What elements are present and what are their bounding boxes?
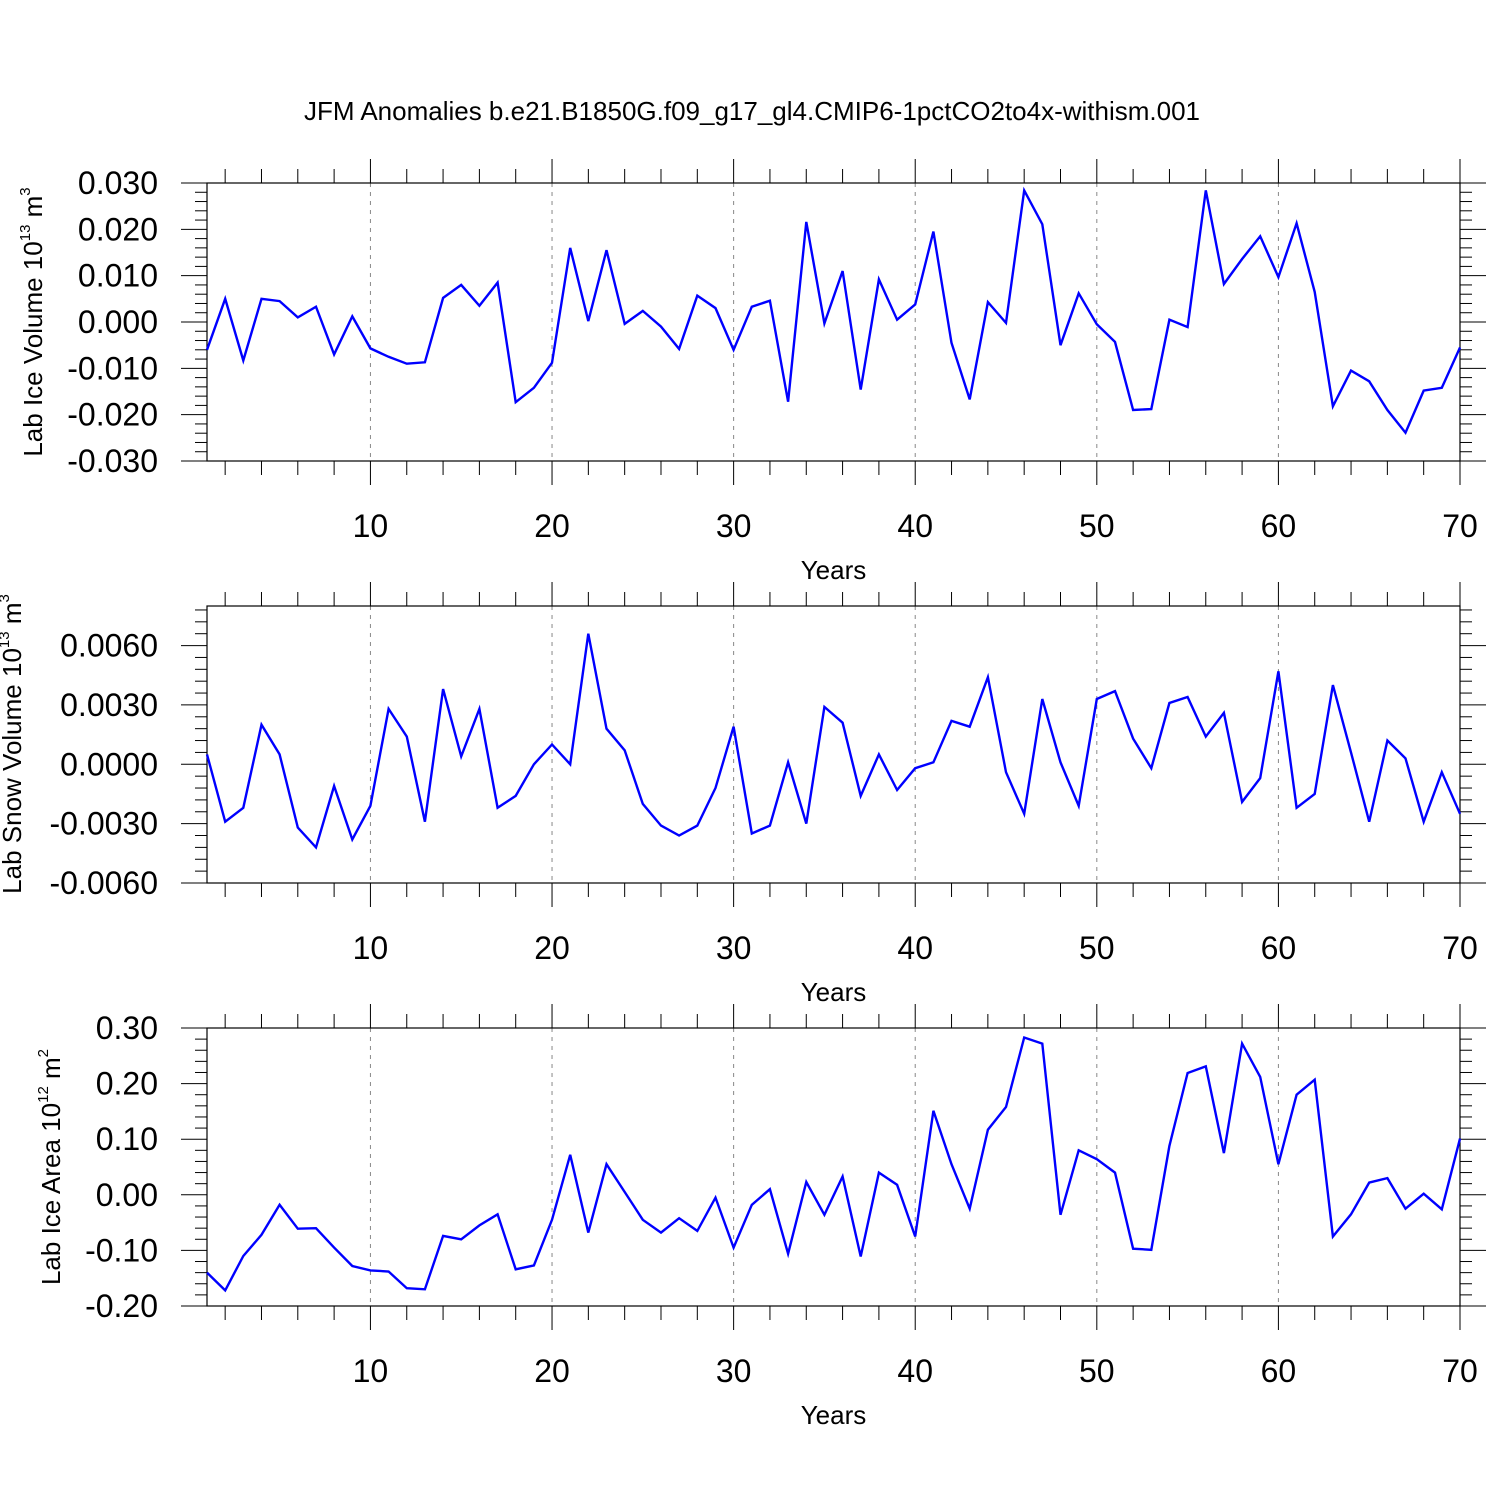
panel-lab-ice-volume: 10 20 30 40 50 60 70 -0.030 -0.020 -0.010 0.000 0.0… [17, 159, 1486, 585]
x-tick-label: 30 [716, 1353, 752, 1389]
x-tick-label: 50 [1079, 1353, 1115, 1389]
y-axis-label-part: 13 [17, 225, 34, 242]
y-tick-label: 0.000 [78, 304, 158, 340]
y-axis-label-part: m [36, 1057, 66, 1086]
y-tick-label: 0.00 [96, 1177, 158, 1213]
y-axis-label-part: 3 [17, 187, 34, 195]
x-tick-label: 70 [1442, 1353, 1478, 1389]
x-tick-label: 10 [353, 1353, 389, 1389]
figure-title: JFM Anomalies b.e21.B1850G.f09_g17_gl4.C… [304, 96, 1200, 126]
series-line [206, 1035, 1462, 1293]
x-tick-label: 60 [1261, 1353, 1297, 1389]
plot-frame [206, 605, 1461, 884]
x-tick-label: 70 [1442, 508, 1478, 544]
x-tick-label: 40 [897, 930, 933, 966]
y-tick-label: -0.0030 [49, 806, 158, 842]
y-axis-label: Lab Ice Volume 1013 m3 [17, 187, 48, 456]
x-tick-label: 30 [716, 930, 752, 966]
y-tick-label: 0.0000 [60, 746, 158, 782]
x-tick-label: 30 [716, 508, 752, 544]
y-tick-label: -0.0060 [49, 865, 158, 901]
y-tick-label: 0.0060 [60, 628, 158, 664]
panel-lab-snow-volume: 10 20 30 40 50 60 70 -0.0060 -0.0030 0.0000 0.0030… [0, 582, 1486, 1007]
x-axis-label: Years [801, 1400, 867, 1430]
x-tick-label: 10 [353, 508, 389, 544]
y-axis-label-part: m [0, 603, 27, 632]
x-tick-label: 50 [1079, 930, 1115, 966]
y-axis-label-part: Lab Snow Volume 10 [0, 648, 27, 894]
x-tick-label: 60 [1261, 930, 1297, 966]
y-axis-label-part: Lab Ice Area 10 [36, 1103, 66, 1285]
x-axis-label: Years [801, 555, 867, 585]
x-tick-label: 40 [897, 1353, 933, 1389]
y-axis-label: Lab Ice Area 1012 m2 [35, 1049, 66, 1285]
y-tick-label: 0.10 [96, 1121, 158, 1157]
x-tick-label: 20 [534, 930, 570, 966]
y-axis-label-part: Lab Ice Volume 10 [18, 241, 48, 456]
x-tick-label: 70 [1442, 930, 1478, 966]
y-axis-label-part: 12 [35, 1086, 52, 1103]
x-tick-label: 10 [353, 930, 389, 966]
plot-frame [206, 1027, 1461, 1307]
y-tick-label: -0.020 [67, 397, 158, 433]
x-axis-label: Years [801, 977, 867, 1007]
x-tick-label: 40 [897, 508, 933, 544]
x-tick-label: 50 [1079, 508, 1115, 544]
y-tick-label: 0.0030 [60, 687, 158, 723]
y-tick-label: -0.10 [85, 1232, 158, 1268]
y-axis-label-part: m [18, 196, 48, 225]
y-tick-label: 0.010 [78, 258, 158, 294]
y-tick-label: -0.010 [67, 350, 158, 386]
y-tick-label: 0.20 [96, 1066, 158, 1102]
y-axis-label: Lab Snow Volume 1013 m3 [0, 594, 27, 894]
y-tick-label: 0.30 [96, 1010, 158, 1046]
y-axis-label-part: 3 [0, 594, 13, 602]
y-tick-label: 0.020 [78, 211, 158, 247]
plot-frame [206, 182, 1461, 462]
series-line [205, 186, 1462, 436]
x-tick-label: 60 [1261, 508, 1297, 544]
x-tick-label: 20 [534, 508, 570, 544]
y-axis-label-part: 13 [0, 631, 13, 648]
y-axis-label-part: 2 [35, 1049, 52, 1057]
y-tick-label: -0.030 [67, 443, 158, 479]
x-tick-label: 20 [534, 1353, 570, 1389]
y-tick-label: 0.030 [78, 165, 158, 201]
series-line [205, 633, 1462, 850]
y-tick-label: -0.20 [85, 1288, 158, 1324]
panel-lab-ice-area: 10 20 30 40 50 60 70 -0.20 -0.10 0.00 0.10 0.20 0.30… [35, 1004, 1486, 1430]
